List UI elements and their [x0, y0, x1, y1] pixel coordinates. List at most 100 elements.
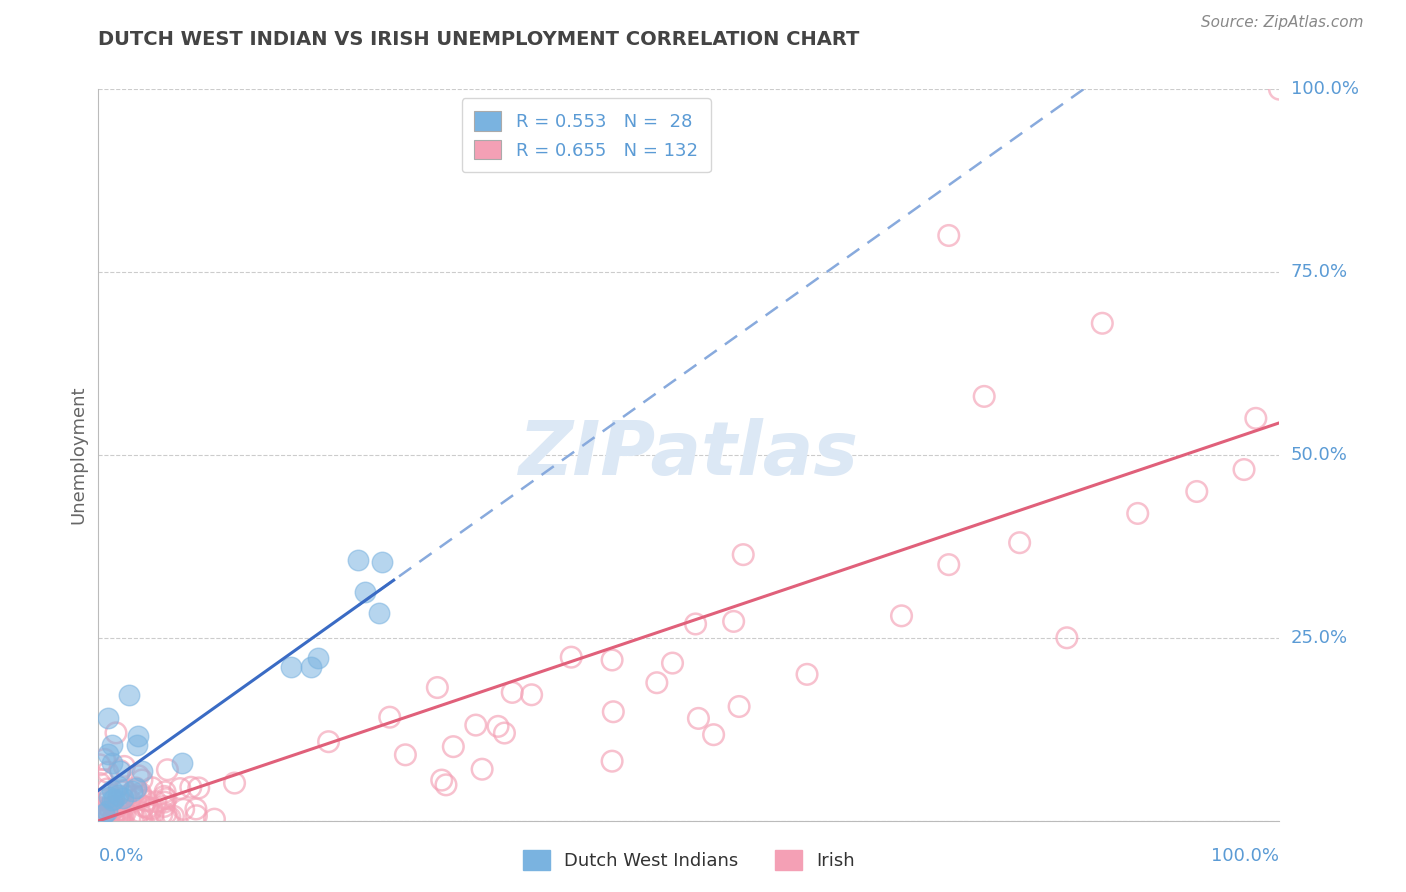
- Point: [89, 808, 111, 822]
- Text: 25.0%: 25.0%: [1291, 629, 1348, 647]
- Point: [973, 389, 995, 403]
- Point: [153, 789, 176, 804]
- Point: [127, 729, 149, 743]
- Point: [1056, 631, 1078, 645]
- Point: [89, 805, 111, 819]
- Point: [728, 699, 751, 714]
- Point: [124, 780, 146, 795]
- Point: [796, 667, 818, 681]
- Point: [91, 772, 114, 787]
- Point: [105, 805, 128, 819]
- Point: [173, 802, 195, 816]
- Point: [204, 812, 226, 826]
- Point: [129, 786, 152, 800]
- Text: DUTCH WEST INDIAN VS IRISH UNEMPLOYMENT CORRELATION CHART: DUTCH WEST INDIAN VS IRISH UNEMPLOYMENT …: [98, 29, 860, 48]
- Point: [1233, 462, 1256, 476]
- Point: [107, 788, 129, 802]
- Point: [347, 553, 370, 567]
- Point: [101, 812, 124, 826]
- Point: [118, 812, 141, 826]
- Point: [600, 754, 623, 768]
- Point: [890, 608, 912, 623]
- Text: 50.0%: 50.0%: [1291, 446, 1347, 464]
- Point: [98, 790, 121, 805]
- Point: [89, 812, 111, 826]
- Point: [1091, 316, 1114, 330]
- Point: [1008, 535, 1031, 549]
- Point: [111, 812, 134, 826]
- Point: [89, 757, 111, 772]
- Point: [89, 776, 111, 790]
- Point: [125, 738, 148, 752]
- Point: [378, 710, 401, 724]
- Point: [141, 802, 163, 816]
- Point: [486, 719, 509, 733]
- Point: [132, 799, 155, 814]
- Point: [121, 783, 143, 797]
- Point: [280, 660, 302, 674]
- Point: [128, 790, 150, 805]
- Point: [97, 811, 120, 825]
- Point: [426, 681, 449, 695]
- Point: [97, 765, 120, 780]
- Point: [124, 780, 146, 795]
- Point: [93, 810, 115, 824]
- Point: [318, 734, 340, 748]
- Point: [115, 789, 138, 803]
- Point: [155, 791, 177, 805]
- Point: [394, 747, 416, 762]
- Point: [110, 812, 132, 826]
- Point: [169, 781, 191, 796]
- Point: [98, 807, 121, 822]
- Point: [128, 805, 150, 819]
- Y-axis label: Unemployment: Unemployment: [69, 385, 87, 524]
- Point: [187, 780, 209, 795]
- Point: [110, 803, 132, 817]
- Point: [89, 805, 111, 819]
- Point: [153, 795, 176, 809]
- Point: [224, 776, 246, 790]
- Point: [723, 615, 745, 629]
- Point: [101, 793, 124, 807]
- Point: [172, 756, 194, 771]
- Point: [101, 800, 124, 814]
- Text: 75.0%: 75.0%: [1291, 263, 1348, 281]
- Point: [104, 812, 127, 826]
- Point: [108, 764, 131, 778]
- Point: [97, 747, 120, 762]
- Point: [131, 764, 153, 778]
- Point: [141, 780, 163, 795]
- Point: [135, 794, 157, 808]
- Point: [353, 584, 375, 599]
- Point: [464, 718, 486, 732]
- Point: [93, 752, 115, 766]
- Point: [127, 769, 149, 783]
- Point: [125, 812, 148, 826]
- Point: [101, 801, 124, 815]
- Point: [430, 773, 453, 788]
- Point: [1126, 507, 1149, 521]
- Point: [501, 685, 523, 699]
- Point: [98, 801, 121, 815]
- Point: [101, 738, 124, 752]
- Point: [125, 783, 148, 797]
- Point: [105, 799, 128, 814]
- Point: [101, 756, 124, 770]
- Point: [108, 810, 131, 824]
- Point: [107, 808, 129, 822]
- Point: [371, 555, 394, 569]
- Point: [108, 764, 131, 778]
- Point: [103, 791, 125, 805]
- Point: [112, 759, 135, 773]
- Point: [602, 705, 624, 719]
- Text: 0.0%: 0.0%: [98, 847, 143, 864]
- Point: [97, 711, 120, 725]
- Point: [938, 558, 960, 572]
- Point: [90, 812, 112, 826]
- Point: [441, 739, 464, 754]
- Point: [108, 797, 131, 811]
- Point: [159, 810, 181, 824]
- Point: [142, 808, 165, 822]
- Point: [494, 726, 516, 740]
- Point: [162, 809, 184, 823]
